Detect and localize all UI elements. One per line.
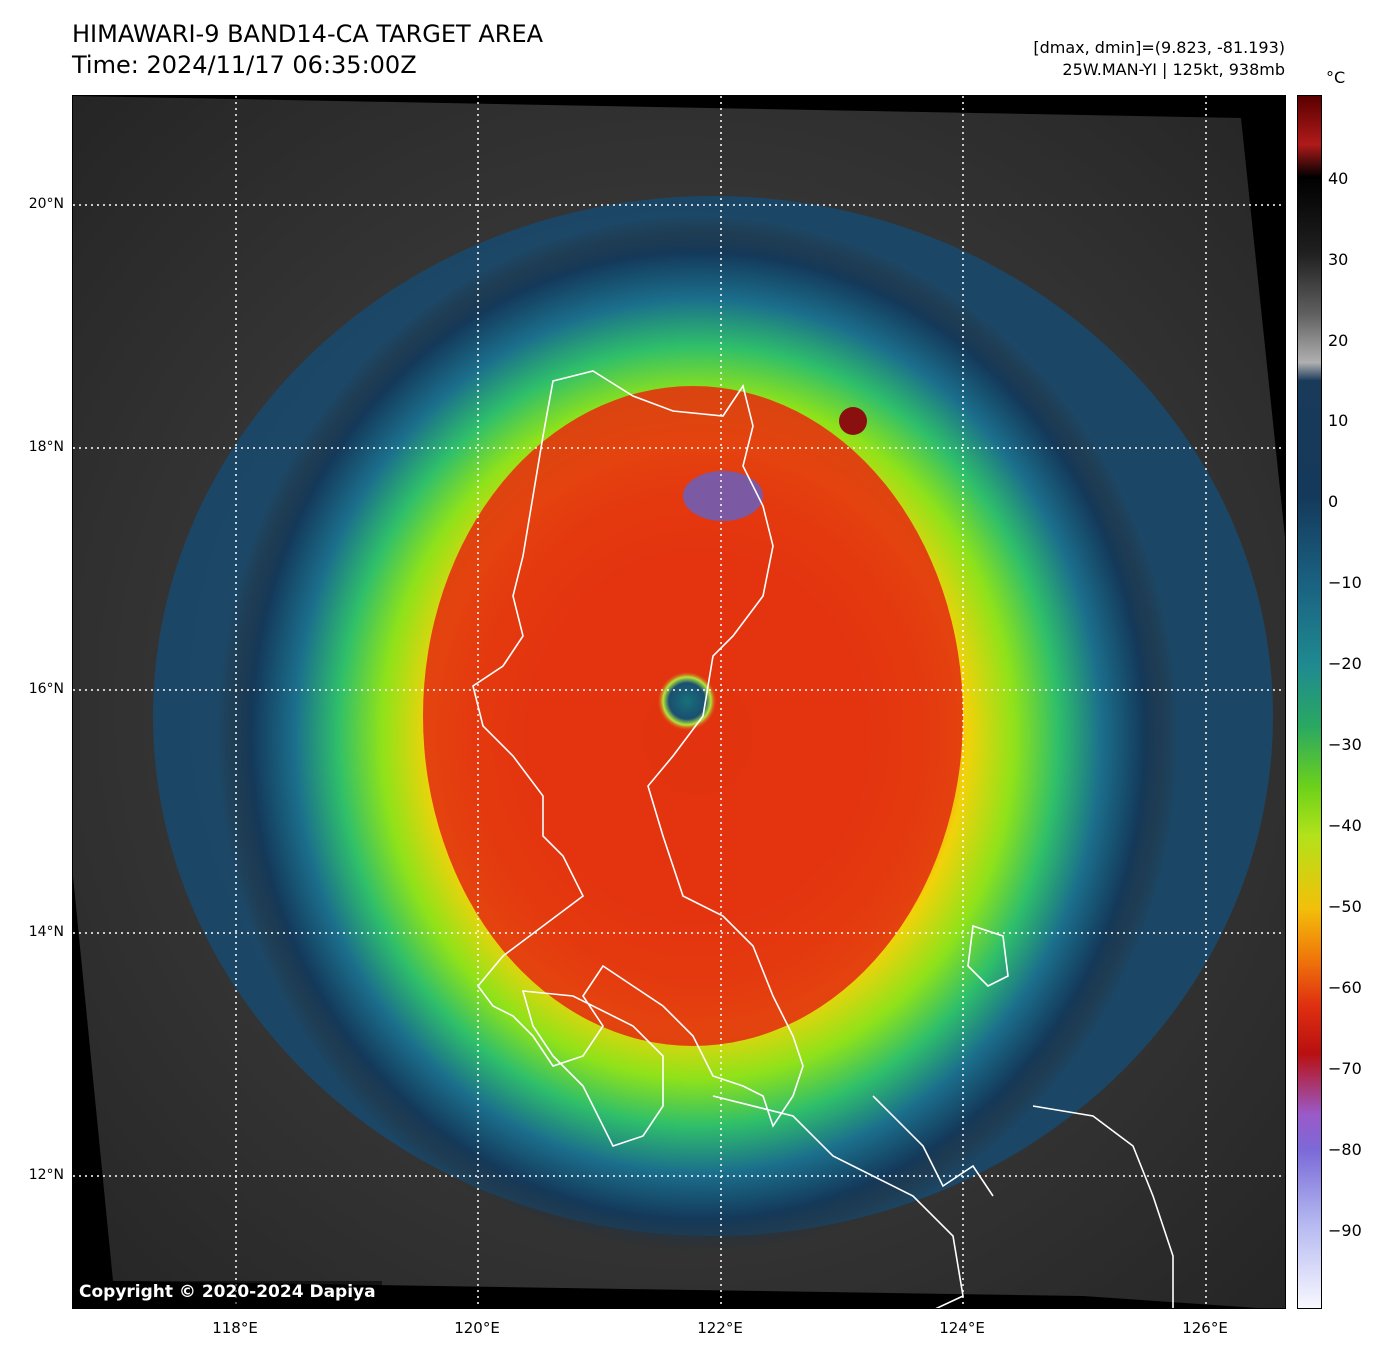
storm-info-label: 25W.MAN-YI | 125kt, 938mb	[1062, 60, 1285, 79]
chart-title: HIMAWARI-9 BAND14-CA TARGET AREA	[72, 20, 544, 48]
colorbar-tick-label: −70	[1328, 1059, 1362, 1078]
colorbar-tick-label: −20	[1328, 654, 1362, 673]
overshooting-top	[683, 471, 763, 521]
dmax-dmin-label: [dmax, dmin]=(9.823, -81.193)	[1033, 38, 1285, 57]
colorbar-tick-label: −90	[1328, 1221, 1362, 1240]
colorbar-unit: °C	[1326, 68, 1346, 87]
coastline-luzon	[472, 370, 804, 1128]
lat-label: 20°N	[28, 196, 64, 212]
lon-label: 120°E	[454, 1319, 500, 1337]
colorbar-tick-label: 30	[1328, 250, 1349, 269]
lon-gridlines	[235, 96, 1207, 1308]
colorbar-tick-label: −10	[1328, 573, 1362, 592]
satellite-map: Copyright © 2020-2024 Dapiya	[72, 95, 1286, 1309]
coastline-mindoro	[521, 990, 664, 1147]
satellite-imagery	[73, 96, 1285, 1308]
lon-label: 118°E	[212, 1319, 258, 1337]
colorbar	[1297, 95, 1322, 1309]
lon-label: 126°E	[1182, 1319, 1228, 1337]
lat-label: 14°N	[28, 924, 64, 940]
colorbar-tick-label: 0	[1328, 492, 1339, 511]
chart-timestamp: Time: 2024/11/17 06:35:00Z	[72, 51, 417, 79]
colorbar-tick-label: −40	[1328, 816, 1362, 835]
colorbar-tick-label: 40	[1328, 169, 1349, 188]
colorbar-tick-label: 20	[1328, 331, 1349, 350]
colorbar-tick-label: −50	[1328, 897, 1362, 916]
overshooting-top-2	[839, 407, 867, 435]
coastline-catanduanes	[967, 924, 1009, 987]
lon-label: 122°E	[697, 1319, 743, 1337]
lat-gridlines	[73, 204, 1285, 1177]
lon-label: 124°E	[939, 1319, 985, 1337]
colorbar-tick-label: −80	[1328, 1140, 1362, 1159]
lat-label: 12°N	[28, 1167, 64, 1183]
copyright-notice: Copyright © 2020-2024 Dapiya	[77, 1281, 382, 1304]
storm-metadata: [dmax, dmin]=(9.823, -81.193) 25W.MAN-YI…	[1033, 37, 1285, 81]
lat-label: 16°N	[28, 681, 64, 697]
colorbar-tick-label: −60	[1328, 978, 1362, 997]
lat-label: 18°N	[28, 439, 64, 455]
colorbar-tick-label: −30	[1328, 735, 1362, 754]
storm-eye	[657, 671, 717, 731]
colorbar-tick-label: 10	[1328, 411, 1349, 430]
